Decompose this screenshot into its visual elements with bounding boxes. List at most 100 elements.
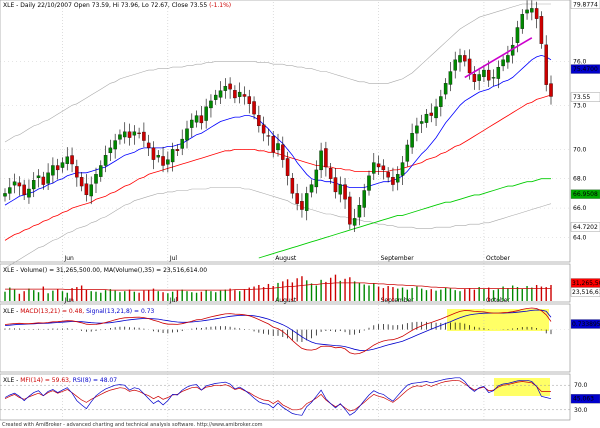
candle-body [199,115,204,124]
macd-line [4,307,552,355]
candle-body [156,155,161,158]
candle-body [453,59,457,71]
candle-body [348,196,352,225]
candle-body [17,182,22,187]
candle-body [60,162,65,168]
candle-body [132,131,137,136]
candle-body [376,163,381,168]
candle-body [395,174,400,183]
candle-body [367,175,371,191]
volume-ma-line [5,282,551,291]
candle-body [27,188,31,198]
candle-body [175,149,180,151]
candle-body [8,187,12,194]
candle-body [89,184,93,197]
candle-body [233,90,237,99]
candle-body [99,165,103,177]
candle-body [151,147,156,160]
candle-body [386,172,390,178]
candle-body [434,106,438,119]
candle-body [266,135,271,137]
candle-body [51,165,55,176]
candle-body [309,184,314,193]
candle-body [218,90,223,98]
price-axis-badge-label: 73.55 [573,94,590,101]
grid-layer: JunJunJulJulAugustAugustSeptemberSeptemb… [0,2,588,420]
macd-signal-line [4,309,552,352]
candle-body [209,100,213,109]
macd-series-layer [0,307,570,355]
footer-credit: Created with AmiBroker - advanced charti… [2,422,263,428]
candle-body [242,94,247,97]
volume-axis-badge-label: 31,265,500 [572,280,600,287]
price-series-layer [3,0,553,269]
candle-body [36,175,41,178]
candle-body [185,128,189,141]
rsi-line [4,377,552,416]
month-label: August [275,297,297,304]
price-tick-label: 76.0 [573,58,587,65]
candle-body [477,74,481,81]
candle-body [319,150,323,171]
candle-body [237,91,242,97]
candle-body [496,66,501,79]
candle-body [338,184,343,195]
month-label: Jun [63,255,74,262]
candle-body [75,166,79,178]
month-label: October [486,255,511,262]
month-label: September [381,255,415,262]
volume-axis-badge [570,287,600,297]
axis-badges-layer: 79.8774 75.4700 73.55 66.9508 64.7202 31,265,… [570,0,600,404]
oscillator-series-layer [4,377,552,416]
candle-body [118,134,122,140]
month-label: August [275,255,297,262]
candle-body [257,115,261,127]
candle-body [31,180,36,190]
candle-body [113,140,117,150]
month-label: Jul [169,255,178,262]
candle-body [530,8,534,13]
candle-body [352,218,357,226]
macd-axis-badge [570,319,600,329]
candle-body [410,133,414,148]
candle-body [391,177,395,185]
candle-body [300,201,304,210]
candle-body [486,69,491,81]
candle-body [276,143,280,151]
candle-body [108,147,113,154]
candle-body [228,83,232,90]
candle-body [161,156,165,166]
price-axis-badge-label: 75.4700 [573,66,598,73]
macd-panel-title: XLE - MACD(13,21) = 0.48, Signal(13,21,8… [3,308,155,315]
candle-body [324,148,328,168]
lower-band-line [4,187,552,269]
candle-body [65,156,70,164]
price-axis-badge [570,222,600,232]
candle-body [525,9,529,14]
candle-body [79,177,84,187]
price-axis-badge [570,92,600,102]
price-panel-frame [0,0,571,263]
candle-body [290,177,295,194]
volume-panel-title: XLE - Volume() = 31,265,500.00, MA(Volum… [3,267,207,274]
candle-body [424,113,429,123]
candle-body [170,149,175,163]
price-axis-badge [570,0,600,9]
candle-body [213,94,218,100]
oscillator-tick-label: 30.0 [574,407,588,414]
candle-body [328,167,333,179]
candle-body [94,174,98,184]
sma200-line [258,178,551,259]
candle-body [357,204,362,218]
candle-body [137,132,141,134]
price-axis-badge-label: 66.9508 [573,191,598,198]
candle-body [506,55,510,63]
candle-body [22,184,26,196]
candle-body [304,193,309,211]
candle-body [539,16,544,44]
price-tick-label: 73.0 [573,102,587,109]
candle-body [482,69,486,77]
candle-body [343,184,347,200]
candle-body [46,172,50,184]
candle-body [415,125,419,134]
